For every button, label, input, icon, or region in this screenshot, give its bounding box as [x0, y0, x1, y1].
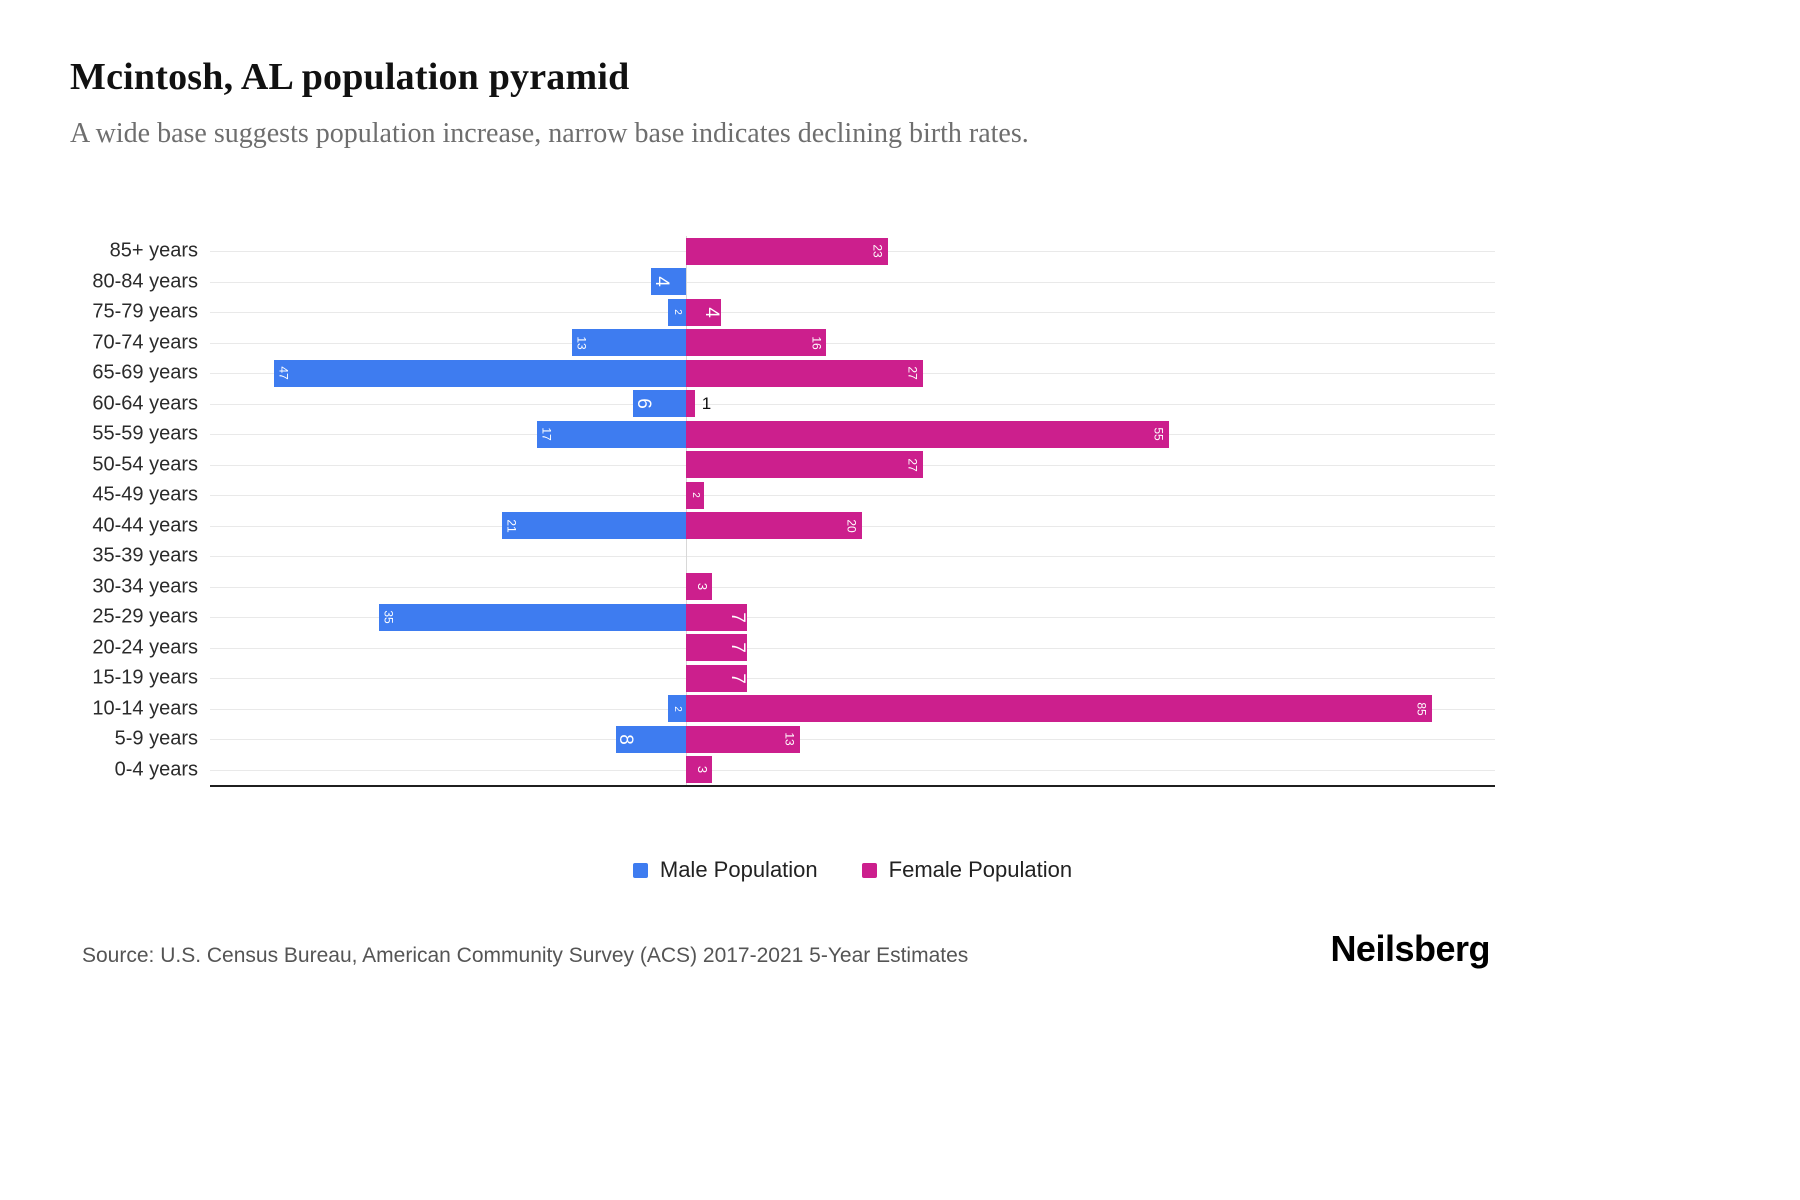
- female-bar-value-label: 23: [870, 244, 885, 258]
- male-bar[interactable]: 47: [273, 359, 686, 387]
- page-subtitle: A wide base suggests population increase…: [70, 118, 1029, 149]
- age-group-label: 20-24 years: [92, 636, 198, 659]
- male-bar-value-label: 13: [574, 336, 589, 350]
- female-legend-swatch-icon: [861, 862, 877, 878]
- female-bar[interactable]: 85: [686, 695, 1432, 723]
- age-group-label: 60-64 years: [92, 392, 198, 415]
- male-bar[interactable]: 35: [378, 603, 686, 631]
- female-bar[interactable]: 55: [686, 420, 1169, 448]
- page-title: Mcintosh, AL population pyramid: [70, 56, 630, 98]
- male-bar[interactable]: 4: [650, 268, 686, 296]
- female-bar[interactable]: 20: [686, 512, 862, 540]
- male-legend-swatch-icon: [632, 862, 648, 878]
- male-bar-value-label: 35: [381, 610, 396, 624]
- female-bar-value-label: 4: [700, 306, 722, 318]
- age-group-label: 85+ years: [109, 239, 198, 262]
- male-bar-value-label: 17: [539, 427, 554, 441]
- age-group-label: 50-54 years: [92, 453, 198, 476]
- male-bar[interactable]: 17: [536, 420, 686, 448]
- male-bar[interactable]: 8: [615, 725, 686, 753]
- gridline: [210, 403, 1495, 405]
- zero-baseline: [686, 236, 687, 785]
- female-bar[interactable]: 4: [686, 298, 722, 326]
- age-group-label: 5-9 years: [114, 727, 198, 750]
- age-group-label: 35-39 years: [92, 544, 198, 567]
- age-group-label: 10-14 years: [92, 697, 198, 720]
- age-group-label: 25-29 years: [92, 605, 198, 628]
- female-bar-value-label: 20: [844, 519, 859, 533]
- age-group-label: 0-4 years: [114, 758, 198, 781]
- female-bar[interactable]: 23: [686, 237, 888, 265]
- age-group-label: 40-44 years: [92, 514, 198, 537]
- male-bar-value-label: 2: [672, 705, 684, 712]
- gridline: [210, 556, 1495, 558]
- female-bar[interactable]: 27: [686, 359, 923, 387]
- population-pyramid-chart: 85+ years 80-84 years 75-79 years 70-74 yea…: [0, 236, 1800, 787]
- legend-item-male[interactable]: Male Population: [632, 857, 818, 883]
- age-group-label: 30-34 years: [92, 575, 198, 598]
- female-bar[interactable]: 7: [686, 634, 748, 662]
- female-bar-value-label-outside: 1: [701, 393, 712, 413]
- female-bar-value-label: 3: [694, 583, 710, 591]
- female-legend-label: Female Population: [888, 857, 1073, 882]
- gridline: [210, 495, 1495, 497]
- gridline: [210, 312, 1495, 314]
- gridline: [210, 678, 1495, 680]
- male-bar-value-label: 4: [650, 276, 672, 288]
- female-bar[interactable]: 3: [686, 756, 713, 784]
- female-bar-value-label: 27: [905, 458, 920, 472]
- female-bar-value-label: 3: [694, 766, 710, 774]
- legend-item-female[interactable]: Female Population: [861, 857, 1073, 883]
- age-group-label: 15-19 years: [92, 666, 198, 689]
- male-bar-value-label: 8: [615, 733, 637, 745]
- gridline: [210, 586, 1495, 588]
- male-bar[interactable]: 6: [632, 390, 686, 418]
- male-bar-value-label: 2: [672, 309, 684, 316]
- female-bar[interactable]: 13: [686, 725, 801, 753]
- female-bar[interactable]: 7: [686, 603, 748, 631]
- female-bar-value-label: 2: [689, 492, 701, 499]
- gridline: [210, 342, 1495, 344]
- female-bar-value-label: 7: [726, 672, 748, 684]
- female-bar-value-label: 16: [809, 336, 824, 350]
- male-bar[interactable]: 2: [668, 298, 686, 326]
- female-bar[interactable]: 3: [686, 573, 713, 601]
- male-bar-value-label: 21: [504, 519, 519, 533]
- female-bar-value-label: 7: [726, 642, 748, 654]
- neilsberg-logo: Neilsberg: [1330, 928, 1490, 969]
- female-bar[interactable]: [686, 390, 695, 418]
- chart-legend: Male Population Female Population: [210, 850, 1495, 890]
- female-bar[interactable]: 16: [686, 329, 827, 357]
- male-bar[interactable]: 2: [668, 695, 686, 723]
- female-bar-value-label: 55: [1151, 427, 1166, 441]
- plot-area: 23 4 2 4 13 16 47 27 6 1 17 55 27 2 21 20 3 35 7 7 7 2 85 8 13 3: [210, 236, 1495, 787]
- female-bar[interactable]: 27: [686, 451, 923, 479]
- female-bar-value-label: 27: [905, 366, 920, 380]
- gridline: [210, 647, 1495, 649]
- male-legend-label: Male Population: [659, 857, 818, 882]
- female-bar-value-label: 85: [1414, 702, 1429, 716]
- male-bar[interactable]: 13: [571, 329, 686, 357]
- female-bar[interactable]: 2: [686, 481, 704, 509]
- male-bar[interactable]: 21: [501, 512, 686, 540]
- source-attribution: Source: U.S. Census Bureau, American Com…: [82, 944, 969, 967]
- gridline: [210, 281, 1495, 283]
- age-group-label: 55-59 years: [92, 422, 198, 445]
- age-group-label: 80-84 years: [92, 270, 198, 293]
- age-group-label: 75-79 years: [92, 300, 198, 323]
- gridline: [210, 617, 1495, 619]
- female-bar-value-label: 13: [783, 732, 798, 746]
- male-bar-value-label: 6: [632, 398, 654, 410]
- gridline: [210, 769, 1495, 771]
- y-axis-labels: 85+ years 80-84 years 75-79 years 70-74 yea…: [60, 236, 198, 785]
- female-bar-value-label: 7: [726, 611, 748, 623]
- age-group-label: 45-49 years: [92, 483, 198, 506]
- age-group-label: 70-74 years: [92, 331, 198, 354]
- age-group-label: 65-69 years: [92, 361, 198, 384]
- male-bar-value-label: 47: [276, 366, 291, 380]
- gridline: [210, 739, 1495, 741]
- female-bar[interactable]: 7: [686, 664, 748, 692]
